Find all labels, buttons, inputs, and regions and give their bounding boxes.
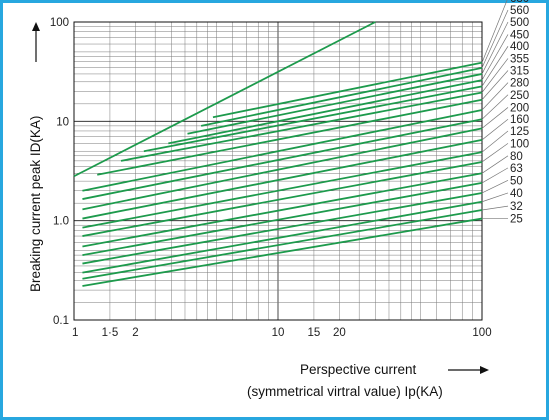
series-line-160 bbox=[82, 139, 483, 220]
leader-line-500 bbox=[481, 21, 509, 75]
y-tick-label: 10 bbox=[56, 116, 69, 128]
leader-line-160 bbox=[481, 118, 509, 141]
leader-line-32 bbox=[481, 205, 509, 211]
rating-label-40: 40 bbox=[510, 188, 523, 200]
rating-label-355: 355 bbox=[510, 53, 529, 65]
x-axis-arrowhead bbox=[480, 366, 489, 374]
series-line-500 bbox=[187, 73, 483, 135]
leader-line-630 bbox=[481, 0, 508, 63]
rating-label-160: 160 bbox=[510, 114, 529, 126]
series-line-450 bbox=[168, 79, 483, 145]
y-axis-title: Breaking current peak ID(KA) bbox=[28, 22, 43, 292]
rating-label-200: 200 bbox=[510, 102, 529, 114]
plot-border bbox=[73, 21, 483, 321]
y-tick-label: 1.0 bbox=[53, 216, 69, 228]
leader-line-450 bbox=[481, 34, 509, 81]
rating-labels: 2532405063801001251602002502803153554004… bbox=[481, 0, 529, 226]
x-tick-label: 20 bbox=[333, 327, 346, 339]
leader-line-560 bbox=[481, 9, 509, 69]
rating-label-125: 125 bbox=[510, 126, 529, 138]
rating-label-50: 50 bbox=[510, 175, 523, 187]
leader-line-315 bbox=[481, 70, 509, 100]
series-line-280 bbox=[82, 109, 483, 192]
leader-line-40 bbox=[481, 192, 509, 203]
rating-label-560: 560 bbox=[510, 5, 529, 17]
rating-label-280: 280 bbox=[510, 78, 529, 90]
x-tick-label: 1 bbox=[72, 327, 78, 339]
leader-line-80 bbox=[481, 155, 509, 174]
series-line-32 bbox=[82, 209, 483, 280]
series-line-560 bbox=[200, 67, 483, 127]
series-line-355 bbox=[120, 91, 483, 162]
leader-line-63 bbox=[481, 167, 509, 184]
x-tick-label: 100 bbox=[472, 327, 491, 339]
rating-label-80: 80 bbox=[510, 151, 523, 163]
rating-label-500: 500 bbox=[510, 17, 529, 29]
y-tick-label: 0.1 bbox=[53, 315, 69, 327]
grid bbox=[73, 21, 483, 321]
plot-area bbox=[73, 21, 483, 287]
series-line-envelope bbox=[73, 21, 376, 178]
rating-label-315: 315 bbox=[510, 65, 529, 77]
x-tick-label: 15 bbox=[308, 327, 321, 339]
x-axis-label-line1: Perspective current bbox=[300, 362, 417, 377]
leader-line-200 bbox=[481, 107, 509, 129]
leader-line-250 bbox=[481, 94, 509, 120]
series-line-250 bbox=[82, 118, 483, 200]
series-line-315 bbox=[97, 98, 483, 176]
rating-label-450: 450 bbox=[510, 29, 529, 41]
series-line-25 bbox=[82, 217, 483, 287]
series-line-63 bbox=[82, 182, 483, 256]
leader-line-400 bbox=[481, 46, 509, 87]
rating-label-100: 100 bbox=[510, 138, 529, 150]
y-tick-label: 100 bbox=[50, 17, 69, 29]
x-axis-label-line2: (symmetrical virtral value) Ip(KA) bbox=[247, 384, 443, 399]
rating-label-32: 32 bbox=[510, 201, 523, 213]
leader-line-280 bbox=[481, 82, 509, 111]
rating-label-630: 630 bbox=[510, 0, 529, 5]
series-line-40 bbox=[82, 200, 483, 274]
rating-label-25: 25 bbox=[510, 214, 523, 226]
series-line-100 bbox=[82, 161, 483, 237]
series-line-200 bbox=[82, 127, 483, 211]
series-line-80 bbox=[82, 172, 483, 248]
rating-label-250: 250 bbox=[510, 90, 529, 102]
series-line-125 bbox=[82, 151, 483, 229]
rating-label-63: 63 bbox=[510, 163, 523, 175]
x-axis-title: Perspective current (symmetrical virtral… bbox=[247, 362, 489, 399]
series-line-400 bbox=[143, 85, 483, 153]
leader-line-355 bbox=[481, 58, 509, 93]
tick-labels: 1 1·5 2 10 15 20 100 0.1 1.0 10 100 bbox=[50, 17, 492, 339]
leader-line-50 bbox=[481, 179, 509, 194]
leader-line-125 bbox=[481, 130, 509, 153]
rating-label-400: 400 bbox=[510, 41, 529, 53]
x-tick-label: 10 bbox=[272, 327, 285, 339]
x-tick-label: 2 bbox=[132, 327, 138, 339]
series-line-50 bbox=[82, 192, 483, 265]
y-axis-arrowhead bbox=[32, 22, 40, 31]
x-tick-label: 1·5 bbox=[102, 327, 119, 339]
series-line-630 bbox=[212, 61, 483, 119]
leader-line-100 bbox=[481, 143, 509, 163]
y-axis-label: Breaking current peak ID(KA) bbox=[28, 116, 43, 292]
